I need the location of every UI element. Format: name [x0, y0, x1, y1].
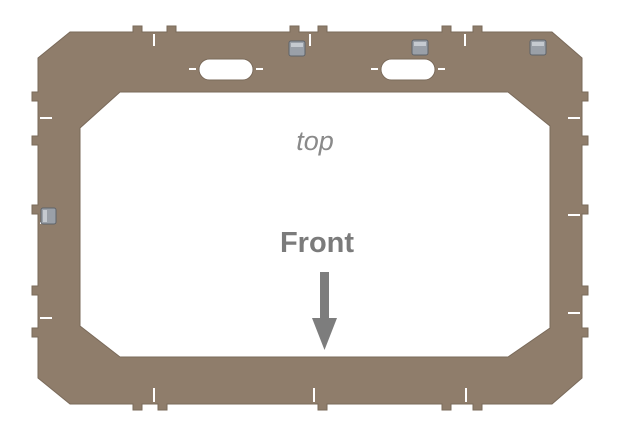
frame-opening — [79, 91, 551, 358]
top-notches — [153, 34, 466, 46]
bottom-notches — [153, 388, 467, 402]
clip-top-3 — [529, 39, 547, 56]
mount-slot-right — [371, 58, 445, 81]
front-arrow — [312, 272, 337, 350]
clip-top-2 — [411, 39, 429, 56]
clip-left — [40, 207, 57, 225]
mount-slot-left — [189, 58, 263, 81]
front-label: Front — [279, 227, 355, 259]
top-label: top — [296, 126, 334, 156]
clip-top-1 — [288, 40, 306, 57]
